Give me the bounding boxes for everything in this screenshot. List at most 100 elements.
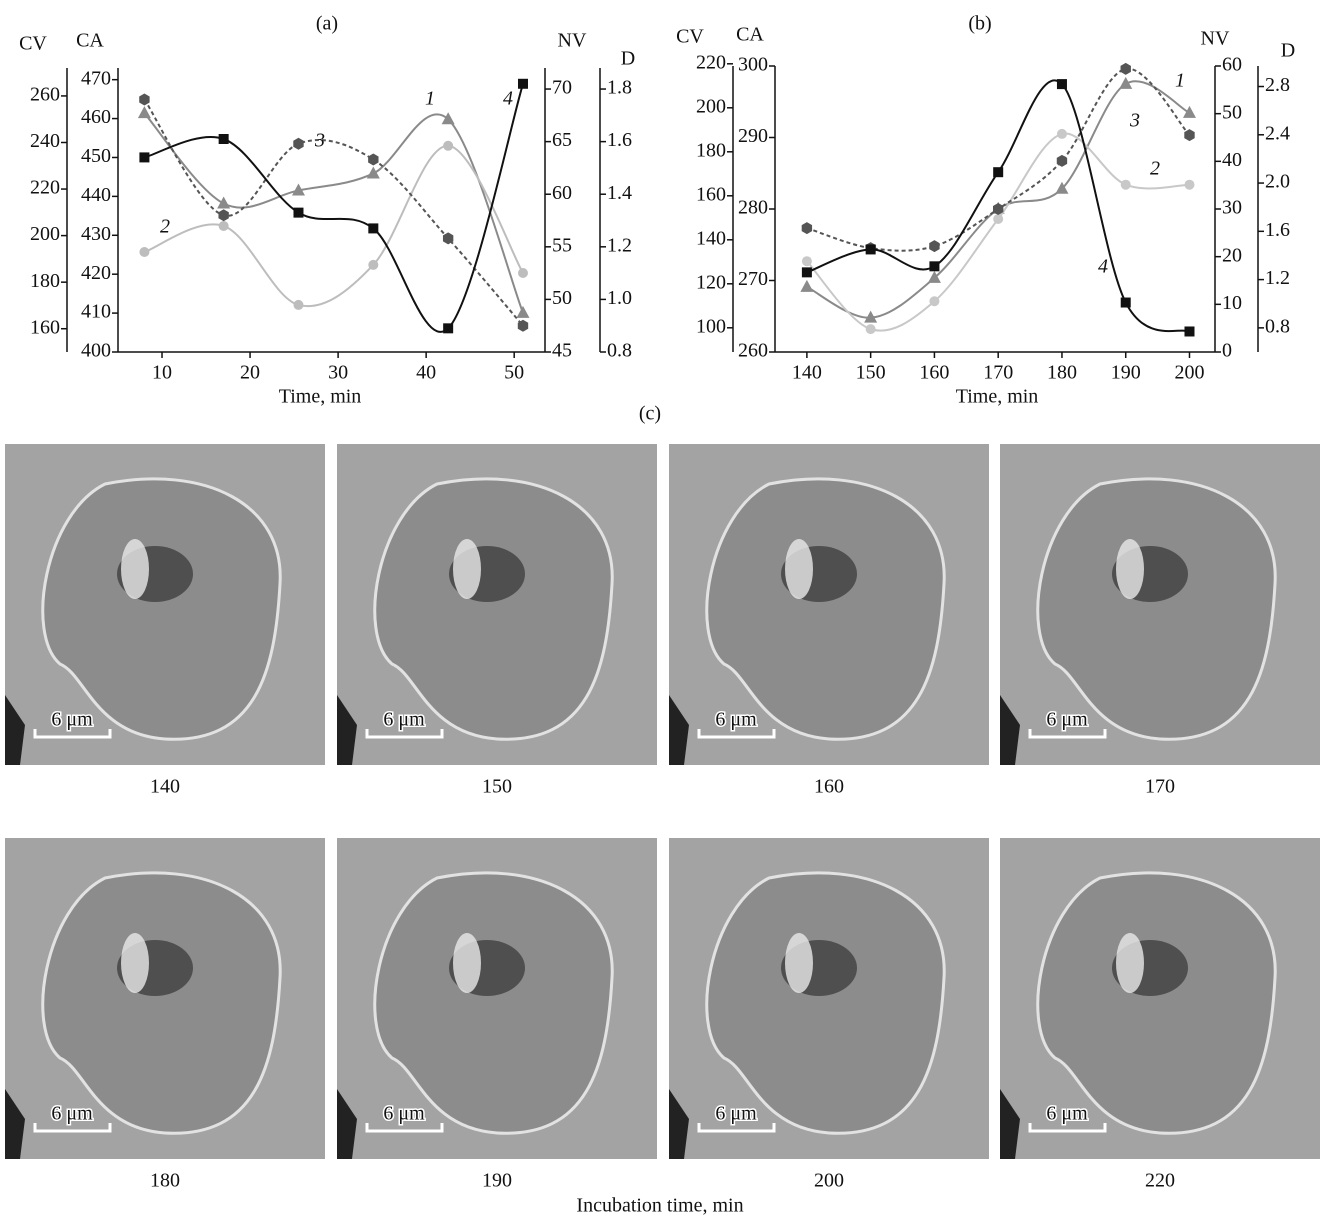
cell-highlight [785, 539, 813, 599]
micrograph: 6 μm [337, 444, 657, 765]
y-tick-label: 45 [552, 340, 572, 362]
y-tick-label: 1.2 [1265, 267, 1290, 289]
data-point [442, 112, 455, 124]
scale-bar-label-group: 6 μm [1046, 709, 1088, 731]
series-line [144, 146, 523, 306]
y-axis-label: D [621, 48, 635, 70]
data-point [1121, 298, 1131, 308]
data-point [516, 306, 529, 318]
y-tick-label: 200 [696, 95, 726, 117]
data-point [293, 300, 303, 310]
panel-time: 160 [814, 776, 844, 798]
cell-highlight [1116, 933, 1144, 993]
cell-highlight [785, 933, 813, 993]
panel-time: 140 [150, 776, 180, 798]
cell-highlight [121, 933, 149, 993]
y-tick-label: 220 [696, 51, 726, 73]
y-tick-label: 180 [30, 270, 60, 292]
y-tick-label: 60 [552, 182, 572, 204]
y-axis-label: CV [676, 26, 704, 48]
data-point [1057, 129, 1067, 139]
data-point [802, 222, 812, 234]
series-label: 4 [503, 88, 513, 110]
x-tick-label: 10 [152, 362, 172, 384]
series-label: 1 [425, 88, 435, 110]
micrograph: 6 μm [337, 838, 657, 1159]
micrograph: 6 μm [1000, 838, 1320, 1159]
y-tick-label: 65 [552, 129, 572, 151]
y-tick-label: 450 [81, 145, 111, 167]
data-point [139, 152, 149, 162]
y-tick-label: 60 [1222, 54, 1242, 76]
panel-time: 150 [482, 776, 512, 798]
scale-bar-label-group: 6 μm [383, 709, 425, 731]
micrograph: 6 μm [669, 838, 989, 1159]
y-tick-label: 50 [1222, 101, 1242, 123]
y-tick-label: 220 [30, 177, 60, 199]
y-tick-label: 400 [81, 340, 111, 362]
y-axis-label: CA [736, 24, 764, 46]
data-point [1183, 106, 1196, 118]
series-label: 2 [160, 216, 170, 238]
y-tick-label: 430 [81, 223, 111, 245]
x-tick-label: 150 [856, 362, 886, 384]
cell-highlight [1116, 539, 1144, 599]
y-tick-label: 2.0 [1265, 171, 1290, 193]
scale-bar-label: 6 μm [51, 1103, 93, 1125]
y-tick-label: 2.8 [1265, 74, 1290, 96]
x-axis-label: Incubation time, min [576, 1195, 743, 1217]
figure: (c) Incubation time, min (a)Time, min102… [0, 0, 1320, 1220]
panel-time: 220 [1145, 1170, 1175, 1192]
x-tick-label: 190 [1111, 362, 1141, 384]
data-point [802, 256, 812, 266]
series-label: 1 [1175, 70, 1185, 92]
data-point [217, 196, 230, 208]
data-point [993, 167, 1003, 177]
x-axis-label: Time, min [956, 386, 1039, 408]
data-point [1184, 326, 1194, 336]
y-tick-label: 30 [1222, 197, 1242, 219]
series-label: 3 [314, 130, 325, 152]
y-tick-label: 100 [696, 315, 726, 337]
scale-bar-label-group: 6 μm [715, 1103, 757, 1125]
data-point [443, 141, 453, 151]
y-tick-label: 180 [696, 139, 726, 161]
data-point [802, 267, 812, 277]
y-tick-label: 280 [738, 197, 768, 219]
data-point [367, 166, 380, 178]
y-tick-label: 10 [1222, 292, 1242, 314]
data-point [929, 240, 939, 252]
y-tick-label: 50 [552, 287, 572, 309]
y-tick-label: 1.0 [607, 287, 632, 309]
y-tick-label: 40 [1222, 149, 1242, 171]
series-line [144, 113, 523, 313]
x-tick-label: 170 [983, 362, 1013, 384]
y-tick-label: 420 [81, 262, 111, 284]
y-tick-label: 460 [81, 106, 111, 128]
micrograph: 6 μm [1000, 444, 1320, 765]
data-point [368, 223, 378, 233]
y-tick-label: 290 [738, 125, 768, 147]
y-tick-label: 120 [696, 271, 726, 293]
y-tick-label: 140 [696, 227, 726, 249]
x-axis-label: Time, min [279, 386, 362, 408]
data-point [866, 244, 876, 254]
y-axis-label: NV [558, 30, 587, 52]
data-point [1121, 180, 1131, 190]
data-point [1184, 129, 1194, 141]
y-tick-label: 0 [1222, 340, 1232, 362]
y-axis-label: D [1281, 40, 1295, 62]
panel-time: 180 [150, 1170, 180, 1192]
y-tick-label: 1.6 [1265, 219, 1290, 241]
scale-bar-label: 6 μm [715, 1103, 757, 1125]
chart-title: (a) [316, 13, 338, 35]
data-point [1121, 63, 1131, 75]
data-point [518, 268, 528, 278]
data-point [929, 296, 939, 306]
data-point [443, 323, 453, 333]
scale-bar-label-group: 6 μm [1046, 1103, 1088, 1125]
y-tick-label: 55 [552, 234, 572, 256]
cell-highlight [453, 933, 481, 993]
y-tick-label: 70 [552, 77, 572, 99]
x-tick-label: 40 [416, 362, 436, 384]
